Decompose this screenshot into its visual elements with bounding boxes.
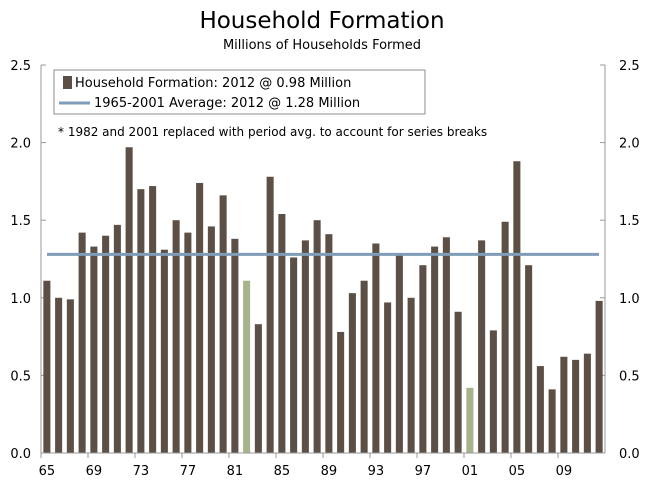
bar-1969 [90,246,98,453]
x-tick-label: 81 [227,464,244,479]
x-tick-label: 97 [415,464,432,479]
bar-1991 [348,293,356,453]
bar-2001 [466,387,474,453]
bar-1994 [384,302,392,453]
chart-subtitle: Millions of Households Formed [223,38,421,53]
bar-1981 [231,238,239,453]
y-tick-label-right: 2.0 [619,137,640,152]
x-tick-label: 89 [321,464,338,479]
bar-1997 [419,265,427,453]
y-tick-label-right: 1.5 [619,214,640,229]
x-tick-label: 85 [274,464,291,479]
bar-1988 [313,220,321,453]
bar-1989 [325,234,333,453]
x-tick-label: 69 [86,464,103,479]
x-tick-label: 09 [556,464,573,479]
bar-1970 [102,235,110,453]
bar-2012 [595,300,603,453]
chart-title: Household Formation [199,8,444,34]
bar-1996 [407,297,415,453]
x-tick-label: 77 [180,464,197,479]
y-axis-right: 0.0 0.5 1.0 1.5 2.0 2.5 [600,59,640,462]
x-tick-label: 01 [462,464,479,479]
bar-2004 [501,221,509,453]
bar-1990 [337,331,345,453]
y-tick-label-left: 2.0 [10,137,31,152]
bar-1993 [372,243,380,453]
bar-2005 [513,161,521,453]
x-tick-label: 05 [509,464,526,479]
legend-label-household-formation: Household Formation: 2012 @ 0.98 Million [75,76,351,91]
legend-label-average: 1965-2001 Average: 2012 @ 1.28 Million [94,96,360,111]
bar-1982 [243,280,251,453]
bar-2007 [536,366,544,453]
bar-2008 [548,389,556,453]
bar-1998 [431,246,439,453]
bar-1987 [301,240,309,453]
bars [43,147,603,454]
bar-2003 [489,330,497,453]
bar-1978 [196,182,204,453]
bar-2009 [560,356,568,453]
bar-1984 [266,176,274,454]
x-tick-label: 93 [368,464,385,479]
legend-swatch-household-formation [63,76,72,89]
bar-2000 [454,311,462,453]
bar-1972 [125,147,133,453]
y-tick-label-left: 1.5 [10,214,31,229]
y-axis-left: 0.0 0.5 1.0 1.5 2.0 2.5 [10,59,46,462]
y-tick-label-left: 1.0 [10,292,31,307]
bar-1977 [184,232,192,453]
bar-1999 [442,237,450,453]
legend-box [53,69,426,115]
bar-1965 [43,280,51,453]
y-tick-label-left: 0.0 [10,447,31,462]
x-tick-label: 73 [133,464,150,479]
bar-2011 [583,353,591,453]
bar-2010 [572,359,580,453]
bar-1992 [360,280,368,453]
bar-1995 [395,254,403,453]
bar-1983 [254,324,262,453]
bar-1974 [149,186,157,453]
y-tick-label-left: 0.5 [10,369,31,384]
y-tick-label-right: 1.0 [619,292,640,307]
bar-1973 [137,189,145,453]
bar-1976 [172,220,180,453]
y-tick-label-right: 2.5 [619,59,640,74]
bar-1971 [113,224,121,453]
x-axis: 65 69 73 77 81 85 89 93 97 01 05 09 [39,453,573,479]
bar-1975 [160,249,168,453]
bar-1979 [207,226,215,453]
bar-1967 [66,299,74,453]
bar-1985 [278,213,286,453]
chart-note: * 1982 and 2001 replaced with period avg… [58,125,487,139]
bar-1968 [78,232,86,453]
bar-1980 [219,195,227,453]
y-tick-label-right: 0.0 [619,447,640,462]
x-tick-label: 65 [39,464,56,479]
y-tick-label-left: 2.5 [10,59,31,74]
bar-1986 [290,257,298,453]
y-tick-label-right: 0.5 [619,369,640,384]
bar-2002 [478,240,486,453]
bar-2006 [525,265,533,453]
bar-1966 [55,297,63,453]
